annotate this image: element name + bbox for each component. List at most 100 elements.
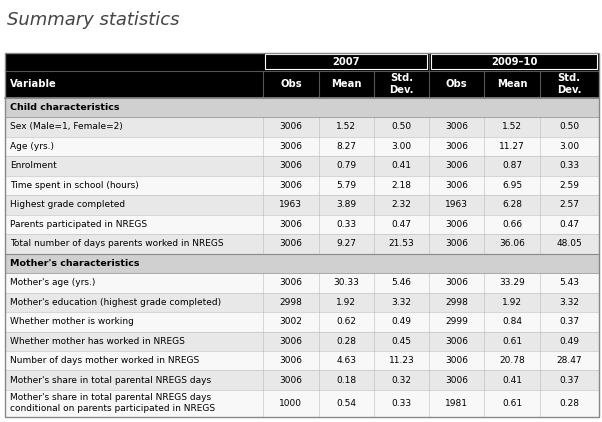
Text: 5.43: 5.43 — [559, 278, 579, 287]
Text: 0.32: 0.32 — [391, 376, 411, 385]
Text: 0.33: 0.33 — [336, 220, 356, 229]
Text: Enrolment: Enrolment — [10, 161, 57, 170]
Text: Child characteristics: Child characteristics — [10, 103, 119, 112]
Text: 9.27: 9.27 — [336, 239, 356, 248]
Text: 3006: 3006 — [279, 161, 302, 170]
Text: 0.49: 0.49 — [559, 337, 579, 346]
Text: 0.41: 0.41 — [391, 161, 411, 170]
Text: 3006: 3006 — [445, 376, 468, 385]
Text: 0.37: 0.37 — [559, 317, 579, 326]
Text: 3006: 3006 — [445, 337, 468, 346]
Text: Variable: Variable — [10, 79, 57, 89]
Text: 0.18: 0.18 — [336, 376, 356, 385]
Text: 0.33: 0.33 — [559, 161, 579, 170]
Text: Time spent in school (hours): Time spent in school (hours) — [10, 181, 138, 190]
Text: 5.79: 5.79 — [336, 181, 356, 190]
Text: Std.
Dev.: Std. Dev. — [389, 73, 414, 95]
Bar — [5, 351, 599, 371]
Text: 1.52: 1.52 — [336, 122, 356, 131]
Text: 36.06: 36.06 — [499, 239, 525, 248]
Text: Mean: Mean — [497, 79, 527, 89]
Bar — [5, 71, 599, 98]
Text: 0.37: 0.37 — [559, 376, 579, 385]
Text: 1981: 1981 — [445, 399, 468, 408]
Text: 5.46: 5.46 — [391, 278, 411, 287]
Text: 2.57: 2.57 — [559, 200, 579, 209]
Bar — [5, 156, 599, 176]
Text: 3006: 3006 — [445, 181, 468, 190]
Text: 0.28: 0.28 — [336, 337, 356, 346]
Text: Whether mother is working: Whether mother is working — [10, 317, 134, 326]
Text: 0.87: 0.87 — [502, 161, 522, 170]
Text: 8.27: 8.27 — [336, 142, 356, 151]
Bar — [5, 176, 599, 195]
Text: 3006: 3006 — [445, 278, 468, 287]
Text: Std.
Dev.: Std. Dev. — [557, 73, 582, 95]
Bar — [5, 234, 599, 254]
Bar — [5, 195, 599, 215]
Text: 0.61: 0.61 — [502, 399, 522, 408]
Text: Number of days mother worked in NREGS: Number of days mother worked in NREGS — [10, 356, 199, 365]
Text: Mother's share in total parental NREGS days: Mother's share in total parental NREGS d… — [10, 376, 211, 385]
Text: 1.92: 1.92 — [502, 298, 522, 307]
Text: 2998: 2998 — [445, 298, 468, 307]
Bar — [5, 137, 599, 156]
Text: 3006: 3006 — [445, 161, 468, 170]
Text: 1963: 1963 — [445, 200, 468, 209]
Text: 0.49: 0.49 — [391, 317, 411, 326]
Bar — [5, 215, 599, 234]
Text: 3002: 3002 — [279, 317, 302, 326]
Bar — [5, 98, 599, 117]
Text: 0.28: 0.28 — [559, 399, 579, 408]
Text: 11.23: 11.23 — [388, 356, 414, 365]
Text: 2999: 2999 — [445, 317, 468, 326]
Text: 0.47: 0.47 — [559, 220, 579, 229]
Text: 3006: 3006 — [279, 337, 302, 346]
Text: Mother's education (highest grade completed): Mother's education (highest grade comple… — [10, 298, 221, 307]
Text: 2.32: 2.32 — [391, 200, 411, 209]
Text: 30.33: 30.33 — [334, 278, 359, 287]
Text: 0.47: 0.47 — [391, 220, 411, 229]
Text: 2.18: 2.18 — [391, 181, 411, 190]
Text: 1963: 1963 — [279, 200, 302, 209]
Text: 3006: 3006 — [279, 356, 302, 365]
Text: 6.28: 6.28 — [502, 200, 522, 209]
Text: 0.54: 0.54 — [336, 399, 356, 408]
Text: Mean: Mean — [331, 79, 361, 89]
Text: 0.62: 0.62 — [336, 317, 356, 326]
Text: 3006: 3006 — [279, 122, 302, 131]
Text: Mother's share in total parental NREGS days
conditional on parents participated : Mother's share in total parental NREGS d… — [10, 393, 215, 414]
Text: 3006: 3006 — [445, 239, 468, 248]
Text: 3006: 3006 — [279, 278, 302, 287]
Text: 0.45: 0.45 — [391, 337, 411, 346]
Bar — [5, 292, 599, 312]
Text: 0.50: 0.50 — [559, 122, 579, 131]
Text: 0.66: 0.66 — [502, 220, 522, 229]
Text: 3006: 3006 — [279, 142, 302, 151]
Text: 4.63: 4.63 — [336, 356, 356, 365]
Text: 3006: 3006 — [445, 122, 468, 131]
Bar — [5, 312, 599, 332]
Text: 11.27: 11.27 — [499, 142, 525, 151]
Text: 3006: 3006 — [279, 220, 302, 229]
Text: 2998: 2998 — [279, 298, 302, 307]
Text: Total number of days parents worked in NREGS: Total number of days parents worked in N… — [10, 239, 223, 248]
Text: 2009–10: 2009–10 — [491, 57, 537, 67]
Text: 3006: 3006 — [445, 220, 468, 229]
Text: 2.59: 2.59 — [559, 181, 579, 190]
Text: 21.53: 21.53 — [388, 239, 414, 248]
Text: 1.92: 1.92 — [336, 298, 356, 307]
Text: 3006: 3006 — [445, 356, 468, 365]
Text: 0.33: 0.33 — [391, 399, 412, 408]
Text: 3.00: 3.00 — [391, 142, 412, 151]
Text: 3.89: 3.89 — [336, 200, 356, 209]
Bar — [5, 117, 599, 137]
Text: Mother's age (yrs.): Mother's age (yrs.) — [10, 278, 95, 287]
Text: 3006: 3006 — [279, 376, 302, 385]
Text: 33.29: 33.29 — [499, 278, 525, 287]
Text: Highest grade completed: Highest grade completed — [10, 200, 125, 209]
Text: Age (yrs.): Age (yrs.) — [10, 142, 54, 151]
Bar — [5, 390, 599, 417]
Bar — [5, 254, 599, 273]
Text: 48.05: 48.05 — [556, 239, 582, 248]
